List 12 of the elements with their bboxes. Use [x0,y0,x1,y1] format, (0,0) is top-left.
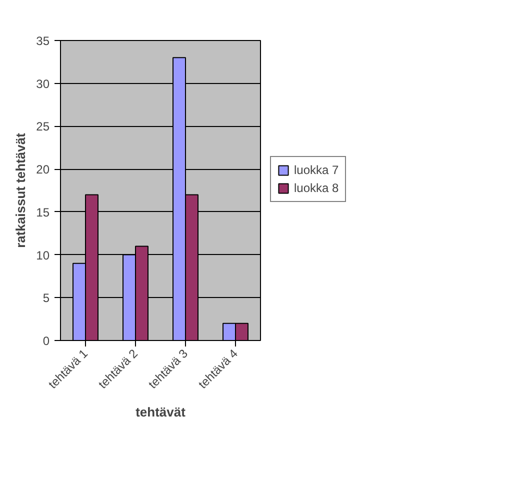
y-tick-label: 5 [42,291,50,306]
y-tick-label: 10 [36,248,50,262]
y-tick-label: 35 [36,34,50,48]
y-tick-label: 20 [36,162,50,177]
legend-label: luokka 8 [294,181,339,195]
y-tick-label: 0 [42,334,50,348]
x-axis-title: tehtävät [136,404,186,420]
y-tick-label: 25 [36,120,50,134]
legend-label: luokka 7 [294,163,339,177]
y-axis-title: ratkaissut tehtävät [13,132,28,248]
y-tick-label: 30 [36,76,50,91]
y-tick-label: 15 [36,205,50,220]
